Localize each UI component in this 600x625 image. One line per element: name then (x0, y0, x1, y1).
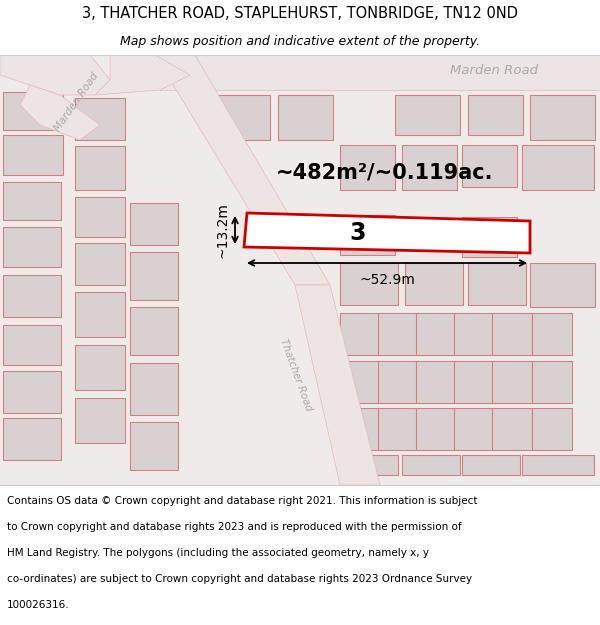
Bar (416, 361, 456, 403)
Bar (532, 313, 572, 355)
Bar (532, 361, 572, 403)
Bar (378, 313, 418, 355)
Polygon shape (95, 55, 190, 95)
Bar (75, 345, 125, 390)
Text: to Crown copyright and database rights 2023 and is reproduced with the permissio: to Crown copyright and database rights 2… (7, 522, 462, 532)
Bar (402, 145, 457, 190)
Bar (468, 95, 523, 135)
Bar (462, 217, 517, 257)
Bar (492, 408, 532, 450)
Bar (75, 146, 125, 190)
Bar (340, 263, 398, 305)
Bar (340, 361, 380, 403)
Bar (454, 361, 494, 403)
Text: 3, THATCHER ROAD, STAPLEHURST, TONBRIDGE, TN12 0ND: 3, THATCHER ROAD, STAPLEHURST, TONBRIDGE… (82, 6, 518, 21)
Bar (454, 313, 494, 355)
Bar (3, 182, 61, 220)
Bar (130, 422, 178, 470)
Bar (468, 263, 526, 305)
Bar (416, 313, 456, 355)
Bar (462, 145, 517, 187)
Text: HM Land Registry. The polygons (including the associated geometry, namely x, y: HM Land Registry. The polygons (includin… (7, 548, 429, 558)
Bar (492, 361, 532, 403)
Bar (405, 263, 463, 305)
Bar (340, 215, 395, 255)
Bar (532, 408, 572, 450)
Bar (3, 325, 61, 365)
Text: ~482m²/~0.119ac.: ~482m²/~0.119ac. (276, 163, 494, 183)
Bar (75, 98, 125, 140)
Bar (3, 418, 61, 460)
Text: ~13.2m: ~13.2m (216, 202, 230, 258)
Text: 100026316.: 100026316. (7, 600, 70, 610)
Bar (395, 95, 460, 135)
Polygon shape (160, 55, 600, 90)
Bar (75, 197, 125, 237)
Bar (522, 145, 594, 190)
Polygon shape (0, 55, 110, 95)
Bar (340, 313, 380, 355)
Bar (492, 313, 532, 355)
Bar (416, 408, 456, 450)
Text: 3: 3 (349, 221, 366, 246)
Bar (378, 408, 418, 450)
Polygon shape (295, 285, 380, 485)
Bar (530, 263, 595, 307)
Text: co-ordinates) are subject to Crown copyright and database rights 2023 Ordnance S: co-ordinates) are subject to Crown copyr… (7, 574, 472, 584)
Bar (75, 243, 125, 285)
Bar (130, 363, 178, 415)
Bar (3, 275, 61, 317)
Bar (210, 95, 270, 140)
Bar (3, 227, 61, 267)
Text: Marden Road: Marden Road (450, 64, 538, 76)
Bar (130, 307, 178, 355)
Bar (340, 455, 398, 475)
Bar (522, 455, 594, 475)
Text: Contains OS data © Crown copyright and database right 2021. This information is : Contains OS data © Crown copyright and d… (7, 496, 478, 506)
Polygon shape (244, 213, 530, 253)
Text: Map shows position and indicative extent of the property.: Map shows position and indicative extent… (120, 35, 480, 48)
Text: Thatcher Road: Thatcher Road (278, 338, 314, 412)
Bar (3, 92, 63, 130)
Bar (402, 455, 460, 475)
Bar (378, 361, 418, 403)
Bar (340, 408, 380, 450)
Bar (462, 455, 520, 475)
Bar (75, 292, 125, 337)
Bar (130, 252, 178, 300)
Bar (3, 371, 61, 413)
Bar (75, 398, 125, 443)
Bar (278, 95, 333, 140)
Bar (454, 408, 494, 450)
Text: ~52.9m: ~52.9m (359, 273, 415, 287)
Text: Marden Road: Marden Road (52, 71, 100, 133)
Bar (530, 95, 595, 140)
Bar (3, 135, 63, 175)
Polygon shape (155, 55, 330, 285)
Bar (130, 203, 178, 245)
Polygon shape (20, 85, 100, 140)
Bar (340, 145, 395, 190)
